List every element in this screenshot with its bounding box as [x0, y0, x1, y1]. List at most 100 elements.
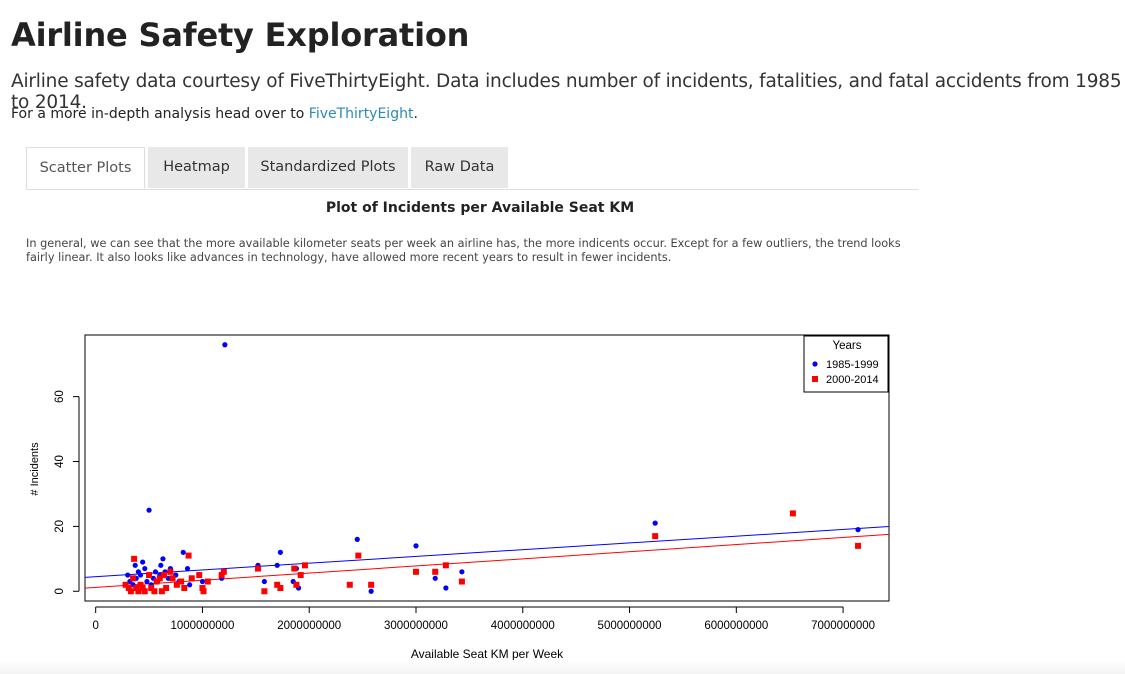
point-1985-1999: [140, 559, 146, 565]
data-points: [122, 342, 862, 595]
point-2000-2014: [131, 555, 138, 562]
point-2000-2014: [148, 585, 155, 592]
point-2000-2014: [173, 581, 180, 588]
tab-heatmap[interactable]: Heatmap: [148, 147, 245, 188]
point-2000-2014: [167, 568, 174, 575]
point-1985-1999: [144, 578, 150, 585]
point-2000-2014: [135, 588, 142, 595]
page-title: Airline Safety Exploration: [11, 16, 470, 54]
point-1985-1999: [261, 578, 267, 585]
tab-raw-data[interactable]: Raw Data: [411, 147, 508, 188]
point-1985-1999: [354, 536, 360, 542]
legend-marker-1985-1999: [812, 361, 818, 367]
point-2000-2014: [220, 568, 227, 575]
point-1985-1999: [137, 572, 144, 578]
point-2000-2014: [200, 588, 207, 595]
point-2000-2014: [181, 585, 188, 592]
point-2000-2014: [188, 575, 195, 582]
analysis-note-suffix: .: [413, 106, 418, 122]
trend-lines: [85, 526, 889, 589]
point-2000-2014: [458, 578, 465, 585]
point-2000-2014: [652, 533, 659, 540]
y-tick-label: 0: [54, 588, 66, 594]
x-tick-label: 7000000000: [811, 620, 875, 632]
x-tick-label: 2000000000: [277, 620, 341, 632]
x-tick-label: 6000000000: [704, 620, 768, 632]
point-1985-1999: [277, 549, 283, 555]
legend-label-1985-1999: 1985-1999: [826, 359, 879, 371]
tab-bar: Scatter Plots Heatmap Standardized Plots…: [26, 147, 918, 190]
point-1985-1999: [184, 565, 191, 572]
point-2000-2014: [277, 585, 284, 592]
point-1985-1999: [187, 582, 193, 588]
point-2000-2014: [293, 581, 300, 588]
point-1985-1999: [146, 507, 152, 513]
point-2000-2014: [163, 585, 170, 592]
plot-title: Plot of Incidents per Available Seat KM: [325, 200, 635, 216]
point-2000-2014: [156, 575, 163, 582]
point-2000-2014: [178, 578, 185, 585]
point-2000-2014: [274, 581, 281, 588]
page-fade: [0, 660, 1125, 674]
tab-standardized-plots[interactable]: Standardized Plots: [248, 147, 408, 188]
point-1985-1999: [652, 520, 658, 526]
point-2000-2014: [122, 581, 129, 588]
point-2000-2014: [855, 542, 862, 549]
analysis-note: For a more in-depth analysis head over t…: [11, 106, 418, 122]
x-tick-label: 5000000000: [598, 620, 662, 632]
x-tick-label: 0: [92, 620, 98, 632]
x-tick-label: 3000000000: [384, 620, 448, 632]
plot-description: In general, we can see that the more ava…: [26, 237, 901, 264]
trend-line-1985-1999: [85, 526, 889, 578]
point-1985-1999: [222, 342, 228, 348]
point-2000-2014: [139, 585, 146, 592]
point-2000-2014: [158, 588, 165, 595]
point-1985-1999: [125, 572, 131, 578]
point-2000-2014: [297, 572, 304, 579]
point-1985-1999: [368, 588, 374, 594]
point-2000-2014: [151, 588, 158, 595]
plot-frame: [84, 334, 890, 602]
point-1985-1999: [180, 549, 186, 555]
legend-box: [803, 335, 889, 393]
point-1985-1999: [459, 569, 465, 575]
point-2000-2014: [261, 588, 268, 595]
x-tick-label: 4000000000: [491, 620, 555, 632]
point-2000-2014: [412, 568, 419, 575]
point-1985-1999: [158, 562, 164, 568]
legend: Years 1985-1999 2000-2014: [803, 335, 889, 393]
point-2000-2014: [137, 581, 144, 588]
point-1985-1999: [199, 578, 206, 585]
point-2000-2014: [196, 572, 203, 579]
point-2000-2014: [169, 575, 176, 582]
point-2000-2014: [130, 575, 137, 582]
y-tick-label: 40: [54, 455, 66, 468]
point-2000-2014: [301, 562, 308, 569]
point-1985-1999: [432, 575, 438, 581]
point-2000-2014: [141, 588, 148, 595]
y-tick-label: 60: [54, 390, 66, 403]
legend-marker-2000-2014: [812, 376, 818, 382]
point-2000-2014: [127, 588, 134, 595]
point-2000-2014: [161, 572, 168, 579]
point-2000-2014: [146, 572, 153, 579]
legend-label-2000-2014: 2000-2014: [826, 374, 879, 386]
x-axis-title: Available Seat KM per Week: [411, 647, 564, 661]
point-1985-1999: [152, 569, 159, 575]
point-2000-2014: [153, 578, 160, 585]
axes: 0 1000000000 2000000000 3000000000 400000000…: [54, 390, 875, 632]
point-1985-1999: [142, 565, 148, 572]
point-2000-2014: [204, 578, 211, 585]
y-tick-label: 20: [54, 520, 66, 533]
fivethirtyeight-link[interactable]: FiveThirtyEight: [308, 106, 414, 122]
point-2000-2014: [185, 552, 192, 559]
x-tick-label: 1000000000: [170, 620, 234, 632]
point-1985-1999: [855, 527, 861, 533]
point-2000-2014: [355, 552, 362, 559]
point-2000-2014: [291, 565, 298, 572]
y-axis-title: # Incidents: [29, 442, 41, 496]
point-1985-1999: [160, 556, 166, 562]
point-2000-2014: [125, 585, 132, 592]
point-2000-2014: [346, 581, 353, 588]
tab-scatter-plots[interactable]: Scatter Plots: [26, 147, 145, 189]
